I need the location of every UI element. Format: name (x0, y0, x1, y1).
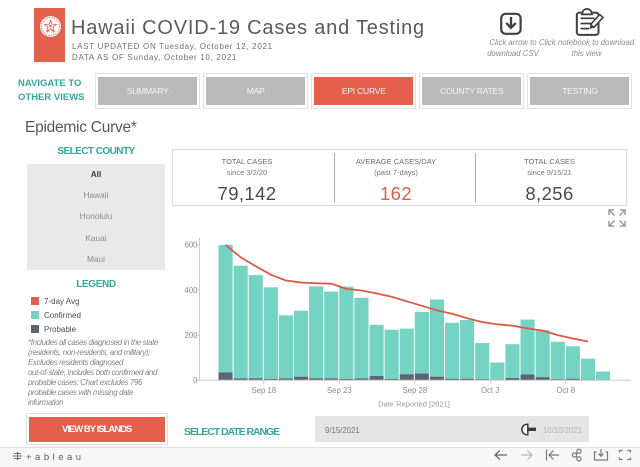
svg-text:Oct 8: Oct 8 (556, 386, 575, 395)
svg-text:0: 0 (193, 376, 198, 385)
svg-text:200: 200 (184, 331, 198, 340)
svg-text:Sep 28: Sep 28 (402, 386, 427, 395)
svg-text:Sep 18: Sep 18 (251, 386, 276, 395)
svg-text:400: 400 (184, 286, 198, 295)
svg-text:Oct 3: Oct 3 (481, 386, 500, 395)
svg-text:Date Reported [2021]: Date Reported [2021] (378, 400, 450, 409)
svg-text:Sep 23: Sep 23 (327, 386, 352, 395)
svg-text:600: 600 (184, 241, 198, 250)
